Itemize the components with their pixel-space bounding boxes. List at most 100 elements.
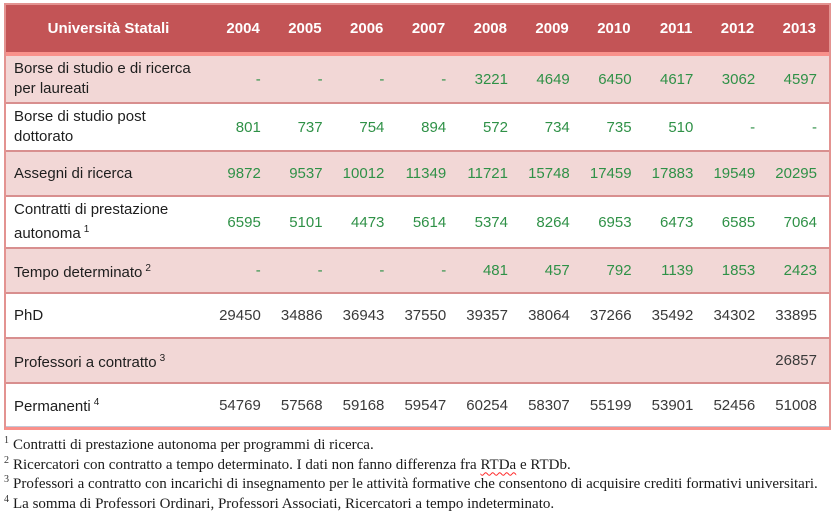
- value-cell: 19549: [705, 150, 768, 195]
- value-cell: 33895: [767, 292, 829, 337]
- year-column-header: 2007: [396, 5, 459, 52]
- value-cell: 17459: [581, 150, 644, 195]
- table-row: Borse di studio post dottorato 801 737 754 8…: [6, 102, 829, 150]
- value-cell: 8264: [519, 195, 582, 247]
- value-cell: 11349: [396, 150, 459, 195]
- value-cell: 37266: [581, 292, 644, 337]
- value-cell: 36943: [334, 292, 397, 337]
- value-cell: 4597: [767, 52, 829, 102]
- value-cell: 3221: [458, 52, 520, 102]
- value-cell: 1139: [643, 247, 706, 292]
- value-cell: [396, 337, 459, 382]
- table-row: Assegni di ricerca 9872 9537 10012 11349 1172…: [6, 150, 829, 195]
- value-cell: -: [396, 52, 459, 102]
- value-cell: [519, 337, 582, 382]
- footnote: 1 Contratti di prestazione autonoma per p…: [4, 436, 831, 456]
- value-cell: 4473: [334, 195, 397, 247]
- value-cell: 55199: [581, 382, 644, 427]
- value-cell: 572: [458, 102, 520, 150]
- year-column-header: 2006: [334, 5, 397, 52]
- row-label: Tempo determinato 2: [6, 247, 211, 292]
- table-row: Contratti di prestazione autonoma 1 6595 51…: [6, 195, 829, 247]
- value-cell: 9537: [272, 150, 335, 195]
- value-cell: 5374: [458, 195, 520, 247]
- row-label: Professori a contratto 3: [6, 337, 211, 382]
- value-cell: 754: [334, 102, 397, 150]
- value-cell: 20295: [767, 150, 829, 195]
- value-cell: [643, 337, 706, 382]
- value-cell: 481: [458, 247, 520, 292]
- value-cell: -: [396, 247, 459, 292]
- value-cell: 734: [519, 102, 582, 150]
- value-cell: 457: [519, 247, 582, 292]
- row-label: Borse di studio post dottorato: [6, 102, 211, 150]
- value-cell: 1853: [705, 247, 768, 292]
- footnote-text: Contratti di prestazione autonoma per pr…: [13, 437, 374, 453]
- value-cell: 15748: [519, 150, 582, 195]
- footnote: 3 Professori a contratto con incarichi di…: [4, 475, 831, 495]
- value-cell: -: [767, 102, 829, 150]
- universita-statali-table: Università Statali 2004 2005 2006 2007 2008 2…: [4, 3, 831, 430]
- misspelled-word: RTDa: [480, 456, 517, 473]
- value-cell: 6473: [643, 195, 706, 247]
- footnote-marker: 4: [4, 493, 9, 505]
- footnote-text: La somma di Professori Ordinari, Profess…: [13, 495, 555, 512]
- year-column-header: 2004: [211, 5, 273, 52]
- value-cell: -: [211, 247, 273, 292]
- footnote-text: e RTDb.: [516, 456, 571, 473]
- footnote-reference: 4: [93, 397, 100, 408]
- value-cell: -: [334, 247, 397, 292]
- value-cell: 34886: [272, 292, 335, 337]
- year-column-header: 2012: [705, 5, 768, 52]
- value-cell: 5101: [272, 195, 335, 247]
- footnote-marker: 3: [4, 474, 9, 485]
- table-row: PhD 29450 34886 36943 37550 39357 38064 37266 35…: [6, 292, 829, 337]
- value-cell: [705, 337, 768, 382]
- year-column-header: 2005: [272, 5, 335, 52]
- value-cell: 2423: [767, 247, 829, 292]
- row-label-text: PhD: [14, 306, 44, 324]
- footnote: 4 La somma di Professori Ordinari, Profes…: [4, 493, 831, 515]
- value-cell: 10012: [334, 150, 397, 195]
- row-label-text: Contratti di prestazione autonoma: [14, 201, 169, 242]
- row-label: Borse di studio e di ricerca per laureat…: [6, 52, 211, 102]
- value-cell: 26857: [767, 337, 829, 382]
- value-cell: 9872: [211, 150, 273, 195]
- table-row: Borse di studio e di ricerca per laureat…: [6, 52, 829, 102]
- row-label-text: Assegni di ricerca: [14, 164, 133, 182]
- row-label-text: Borse di studio post dottorato: [14, 108, 146, 145]
- year-column-header: 2009: [519, 5, 582, 52]
- value-cell: 3062: [705, 52, 768, 102]
- value-cell: 6450: [581, 52, 644, 102]
- value-cell: 58307: [519, 382, 582, 427]
- row-label-text: Permanenti: [14, 398, 91, 415]
- value-cell: 54769: [211, 382, 273, 427]
- value-cell: 894: [396, 102, 459, 150]
- value-cell: 59547: [396, 382, 459, 427]
- value-cell: 11721: [458, 150, 520, 195]
- value-cell: 7064: [767, 195, 829, 247]
- value-cell: [334, 337, 397, 382]
- value-cell: [272, 337, 335, 382]
- row-label: Permanenti 4: [6, 382, 211, 427]
- footnote: 2 Ricercatori con contratto a tempo deter…: [4, 455, 831, 476]
- row-label-text: Borse di studio e di ricerca per laureat…: [14, 60, 191, 97]
- value-cell: 60254: [458, 382, 520, 427]
- value-cell: -: [272, 52, 335, 102]
- table-header-row: Università Statali 2004 2005 2006 2007 2008 2…: [6, 5, 829, 52]
- table-row: Tempo determinato 2- - - -481 457 792 1139 1853 2…: [6, 247, 829, 292]
- footnote-reference: 1: [83, 224, 90, 235]
- value-cell: 34302: [705, 292, 768, 337]
- value-cell: 735: [581, 102, 644, 150]
- value-cell: 6595: [211, 195, 273, 247]
- footnote-reference: 2: [145, 262, 151, 274]
- year-column-header: 2011: [643, 5, 706, 52]
- row-label: PhD: [6, 292, 211, 337]
- value-cell: 52456: [705, 382, 768, 427]
- value-cell: 37550: [396, 292, 459, 337]
- footnotes: 1 Contratti di prestazione autonoma per p…: [4, 436, 831, 514]
- value-cell: 17883: [643, 150, 706, 195]
- value-cell: -: [705, 102, 768, 150]
- page: Università Statali 2004 2005 2006 2007 2008 2…: [0, 3, 835, 518]
- year-column-header: 2013: [767, 5, 829, 52]
